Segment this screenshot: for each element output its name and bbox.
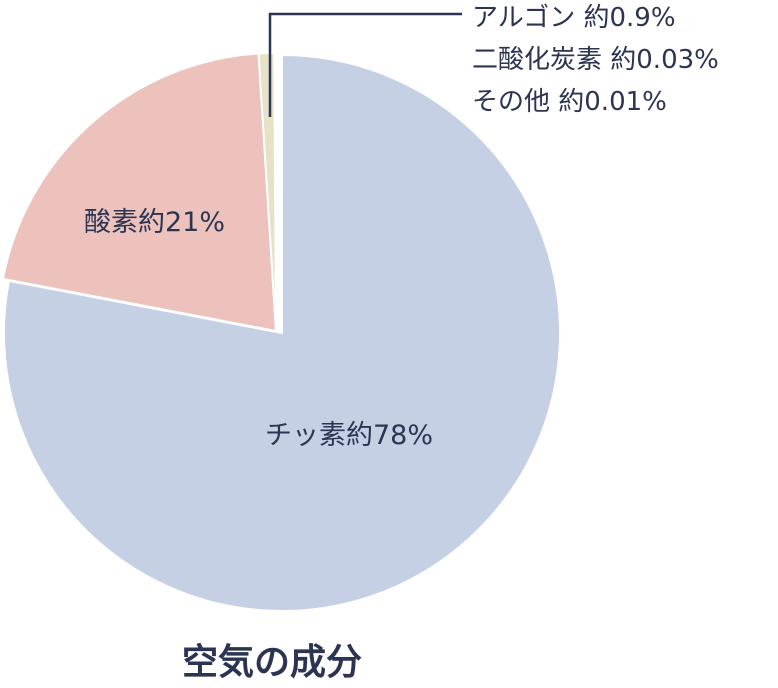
slice-label-nitrogen: チッ素約78% [265,420,433,451]
chart-title: 空気の成分 [182,642,362,683]
small-components-callout: アルゴン 約0.9% 二酸化炭素 約0.03% その他 約0.01% [268,3,719,117]
pie-slice-oxygen [1,52,278,333]
pie-slice-argon [257,52,277,332]
callout-label-co2: 二酸化炭素 約0.03% [472,45,719,75]
pie-slice-nitrogen [3,53,561,612]
slice-label-oxygen: 酸素約21% [84,207,225,238]
callout-label-other: その他 約0.01% [472,87,667,117]
callout-leader-line [268,12,462,117]
callout-label-argon: アルゴン 約0.9% [472,3,676,33]
pie-slices [1,52,561,612]
